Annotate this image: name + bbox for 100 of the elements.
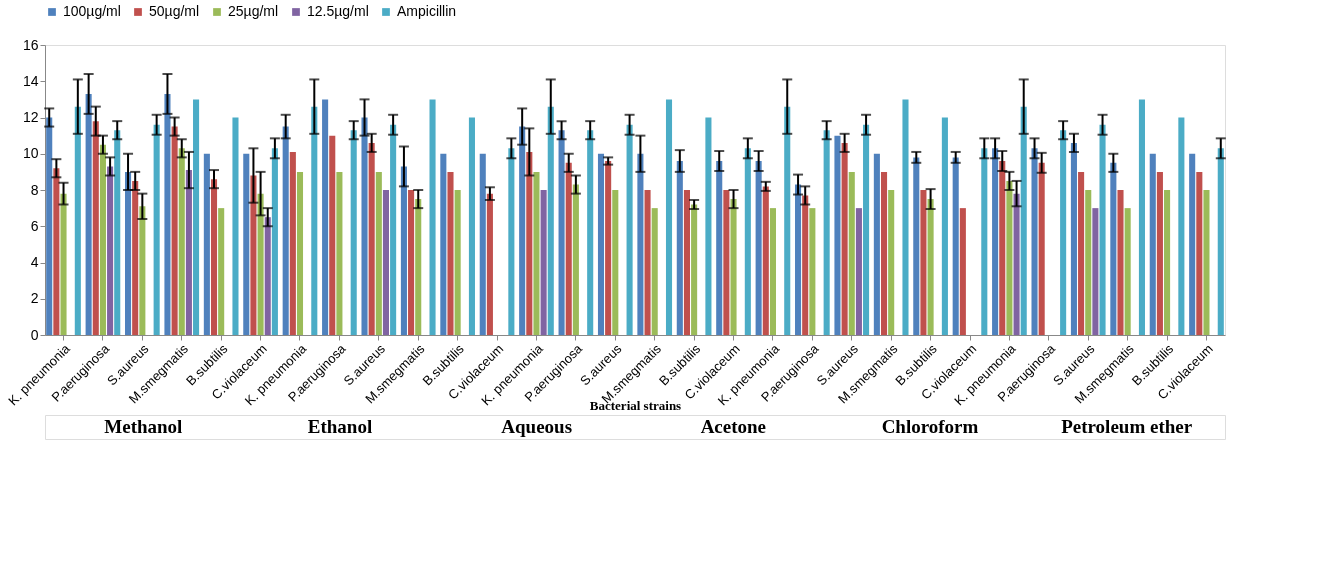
bar (468, 117, 475, 335)
bar (1006, 180, 1013, 335)
bar (479, 153, 486, 335)
bar (519, 126, 526, 335)
bar (178, 148, 185, 335)
bar (382, 190, 390, 335)
y-tick-label: 14 (22, 72, 39, 89)
bar (716, 161, 723, 335)
bar (250, 175, 257, 335)
bar (1110, 162, 1117, 335)
text: Petroleum ether (1061, 416, 1193, 437)
legend-label: Ampicillin (397, 3, 457, 19)
bar (92, 121, 99, 335)
bar (336, 171, 343, 335)
bar (125, 171, 132, 335)
bar (289, 151, 296, 335)
bar (841, 142, 848, 335)
bar (683, 190, 691, 335)
bar (1117, 190, 1124, 335)
bar (99, 144, 106, 335)
bar (526, 151, 533, 335)
bar (572, 184, 579, 335)
text: Chloroform (881, 416, 979, 437)
bar (644, 190, 651, 335)
y-tick-label: 0 (30, 326, 39, 343)
bar (769, 208, 776, 335)
bar (744, 148, 751, 335)
bar (210, 179, 218, 335)
bar (1178, 117, 1185, 335)
bar (107, 166, 114, 335)
bar (390, 124, 397, 335)
bar (755, 161, 762, 335)
y-tick-label: 12 (22, 109, 39, 125)
bar (855, 208, 862, 335)
y-tick-label: 10 (22, 145, 39, 162)
bar (533, 171, 540, 335)
bar (730, 199, 737, 335)
bar (1031, 148, 1038, 335)
bar (171, 126, 178, 335)
bar (723, 190, 730, 335)
bar (941, 117, 948, 335)
legend-label: 50µg/ml (149, 3, 200, 19)
bar (691, 204, 698, 335)
bar (959, 208, 966, 335)
bar (888, 190, 895, 335)
bar (762, 186, 769, 335)
legend-label: 12.5µg/ml (307, 3, 369, 19)
bar (243, 153, 250, 335)
bar (597, 153, 605, 335)
bar (429, 99, 436, 335)
bar (1203, 190, 1210, 335)
bar (74, 106, 81, 335)
bar (705, 117, 712, 335)
bar (203, 153, 210, 335)
bar (981, 148, 988, 335)
legend-label: 100µg/ml (63, 3, 121, 19)
bar (1092, 208, 1099, 335)
bar (368, 142, 375, 335)
bar (1085, 190, 1092, 335)
bar (282, 126, 289, 335)
bar (823, 130, 830, 335)
legend-label: 25µg/ml (228, 3, 279, 19)
bar (1013, 193, 1020, 335)
bar (296, 171, 304, 335)
bar (486, 193, 493, 335)
bar (952, 157, 959, 335)
bar (53, 168, 60, 335)
bar (848, 171, 855, 335)
bar (415, 199, 422, 335)
bar (85, 93, 92, 335)
bar (60, 193, 67, 335)
bar (665, 99, 673, 335)
bar (834, 135, 841, 335)
bar (873, 153, 880, 335)
bar (46, 117, 53, 335)
bar (408, 190, 415, 335)
bar (1099, 124, 1106, 335)
bar (651, 208, 658, 335)
bar (587, 130, 594, 335)
bar (153, 124, 160, 335)
bar (139, 206, 146, 335)
bar (927, 199, 934, 335)
y-tick-label: 2 (30, 290, 39, 307)
bar (350, 130, 357, 335)
bar (322, 99, 329, 335)
bar (193, 99, 200, 335)
bar (114, 130, 121, 335)
bar (1149, 153, 1156, 335)
bar (361, 117, 368, 335)
bar (311, 106, 318, 335)
bar (547, 106, 554, 335)
bar (1070, 142, 1077, 335)
bar (264, 217, 271, 335)
bar (1196, 171, 1203, 335)
bar (992, 148, 999, 335)
bar (1078, 171, 1085, 335)
bar (447, 171, 454, 335)
text: Acetone (700, 416, 767, 437)
bar (676, 161, 683, 335)
bar (1038, 162, 1045, 335)
